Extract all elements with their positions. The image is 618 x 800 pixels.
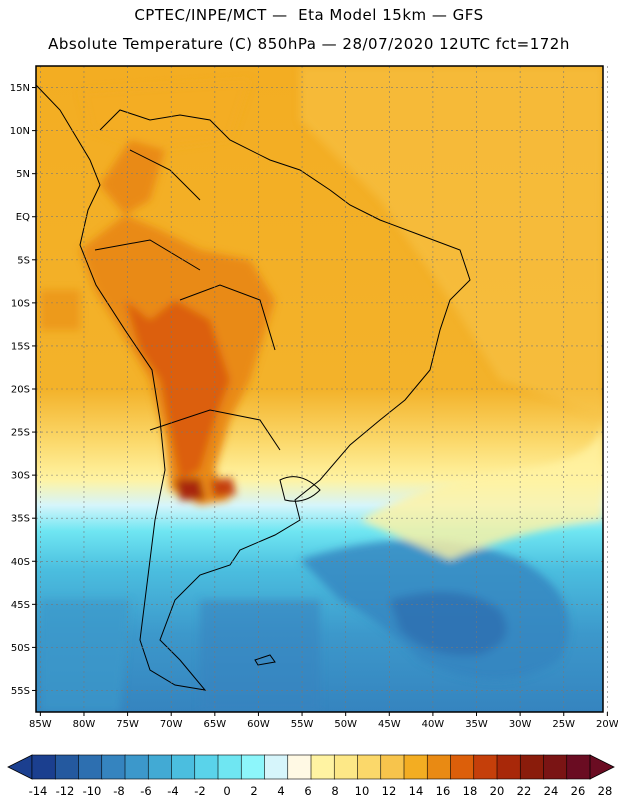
colorbar-swatch <box>566 754 591 780</box>
longitude-label: 50W <box>334 719 357 730</box>
latitude-label: 40S <box>11 557 30 568</box>
longitude-label: 75W <box>116 719 139 730</box>
colorbar-swatch <box>519 754 545 780</box>
colorbar-label: -14 <box>29 784 48 798</box>
longitude-label: 20W <box>596 719 618 730</box>
temperature-field <box>36 66 603 712</box>
latitude-label: 55S <box>11 686 30 697</box>
colorbar-label: -12 <box>56 784 75 798</box>
colorbar-label: 2 <box>250 784 257 798</box>
colorbar-label: 4 <box>277 784 284 798</box>
longitude-label: 70W <box>160 719 183 730</box>
colorbar-swatch <box>310 754 336 780</box>
latitude-label: 5S <box>17 255 30 266</box>
longitude-label: 35W <box>465 719 488 730</box>
colorbar-swatch <box>496 754 522 780</box>
colorbar-swatch <box>380 754 405 780</box>
map-title-line-1: CPTEC/INPE/MCT — Eta Model 15km — GFS <box>134 6 484 24</box>
longitude-label: 65W <box>204 719 227 730</box>
map-title-line-2: Absolute Temperature (C) 850hPa — 28/07/… <box>48 35 570 53</box>
longitude-label: 40W <box>422 719 445 730</box>
colorbar-swatch <box>473 754 498 780</box>
colorbar-swatch <box>217 754 243 780</box>
colorbar-swatch <box>31 754 57 780</box>
colorbar-swatch <box>287 754 312 780</box>
colorbar-swatch <box>543 754 568 780</box>
colorbar-swatch <box>171 754 196 780</box>
colorbar-label: 8 <box>331 784 338 798</box>
latitude-label: 5N <box>16 169 30 180</box>
longitude-label: 55W <box>291 719 314 730</box>
colorbar-arrow-high <box>589 754 615 780</box>
colorbar-swatch <box>147 754 173 780</box>
colorbar-label: 6 <box>304 784 311 798</box>
latitude-label: 25S <box>11 428 30 439</box>
colorbar-arrow-low <box>7 754 33 780</box>
latitude-label: 10S <box>11 298 30 309</box>
latitude-label: 20S <box>11 385 30 396</box>
colorbar-swatch <box>403 754 429 780</box>
longitude-label: 30W <box>509 719 532 730</box>
colorbar-swatch <box>426 754 452 780</box>
colorbar-label: -4 <box>167 784 178 798</box>
colorbar-swatch <box>194 754 219 780</box>
colorbar-swatch <box>450 754 475 780</box>
colorbar-label: -8 <box>113 784 124 798</box>
colorbar-swatch <box>333 754 359 780</box>
colorbar-swatch <box>357 754 382 780</box>
colorbar-swatch <box>124 754 150 780</box>
latitude-label: 50S <box>11 643 30 654</box>
colorbar-label: -2 <box>194 784 205 798</box>
colorbar-label: 22 <box>517 784 532 798</box>
longitude-label: 80W <box>73 719 96 730</box>
colorbar-label: 16 <box>436 784 451 798</box>
colorbar-label: 28 <box>598 784 613 798</box>
colorbar-swatch <box>78 754 103 780</box>
colorbar-swatch <box>101 754 126 780</box>
colorbar-label: -10 <box>83 784 102 798</box>
colorbar-label: 26 <box>571 784 586 798</box>
latitude-label: 15N <box>10 83 30 94</box>
colorbar-label: 0 <box>223 784 230 798</box>
latitude-label: 45S <box>11 600 30 611</box>
latitude-label: 10N <box>10 126 30 137</box>
latitude-label: 30S <box>11 471 30 482</box>
latitude-labels: 15N 10N 5N EQ 5S 10S 15S 20S 25S 30S 35S 40S 45S 50S 5… <box>10 83 36 697</box>
colorbar-label: -6 <box>140 784 151 798</box>
latitude-label: EQ <box>16 212 30 223</box>
colorbar-swatch <box>264 754 289 780</box>
colorbar: -14 -12 -10 -8 -6 -4 -2 0 2 4 6 8 10 12 14 16 18 20 22 24 26… <box>7 754 615 798</box>
colorbar-label: 20 <box>490 784 505 798</box>
longitude-labels: 85W 80W 75W 70W 65W 60W 55W 50W 45W 40W 35W 30W 25W 2… <box>29 712 618 730</box>
latitude-label: 35S <box>11 514 30 525</box>
longitude-label: 85W <box>29 719 52 730</box>
colorbar-label: 14 <box>409 784 424 798</box>
colorbar-label: 10 <box>355 784 370 798</box>
longitude-label: 45W <box>378 719 401 730</box>
colorbar-label: 12 <box>382 784 397 798</box>
colorbar-swatch <box>240 754 266 780</box>
longitude-label: 25W <box>552 719 575 730</box>
colorbar-label: 18 <box>463 784 478 798</box>
latitude-label: 15S <box>11 341 30 352</box>
colorbar-label: 24 <box>544 784 559 798</box>
longitude-label: 60W <box>247 719 270 730</box>
colorbar-swatch <box>54 754 80 780</box>
coastline-outline <box>36 84 471 691</box>
